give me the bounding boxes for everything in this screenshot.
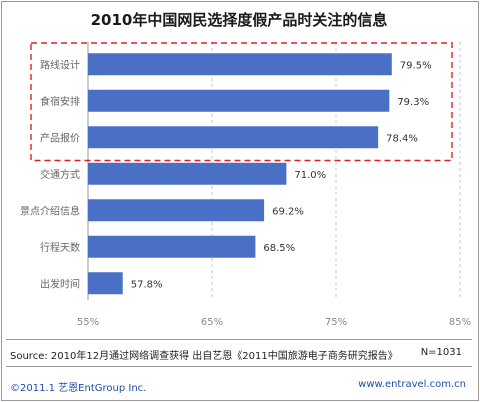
bar [88,126,379,149]
category-label: 产品报价 [40,131,80,144]
data-label: 78.4% [386,133,418,144]
bar [88,53,392,76]
category-label: 路线设计 [40,58,80,71]
website-link[interactable]: www.entravel.com.cn [358,379,466,390]
bar [88,89,390,112]
chart-title: 2010年中国网民选择度假产品时关注的信息 [90,11,388,29]
x-tick-label: 65% [201,317,223,328]
bar [88,235,256,258]
bar [88,272,123,295]
source-text: Source: 2010年12月通过网络调查获得 出自艺恩《2011中国旅游电子… [10,351,398,362]
category-label: 食宿安排 [40,95,80,108]
bar [88,162,287,185]
x-tick-label: 55% [77,317,99,328]
data-label: 68.5% [263,243,295,254]
highlight-box [30,42,453,162]
bar [88,199,265,222]
x-tick-label: 85% [449,317,471,328]
data-label: 79.3% [397,97,429,108]
sample-size: N=1031 [420,347,462,358]
separator-top [6,339,472,340]
category-label: 行程天数 [40,241,80,254]
x-tick-label: 75% [325,317,347,328]
category-label: 景点介绍信息 [20,204,80,217]
data-label: 69.2% [272,206,304,217]
separator-bottom [6,366,472,367]
category-label: 出发时间 [40,277,80,290]
category-label: 交通方式 [40,168,80,181]
source-note: Source: 2010年12月通过网络调查获得 出自艺恩《2011中国旅游电子… [10,347,470,362]
copyright: ©2011.1 艺恩EntGroup Inc. [10,383,147,394]
data-label: 57.8% [131,279,163,290]
data-label: 71.0% [294,170,326,181]
data-label: 79.5% [400,60,432,71]
